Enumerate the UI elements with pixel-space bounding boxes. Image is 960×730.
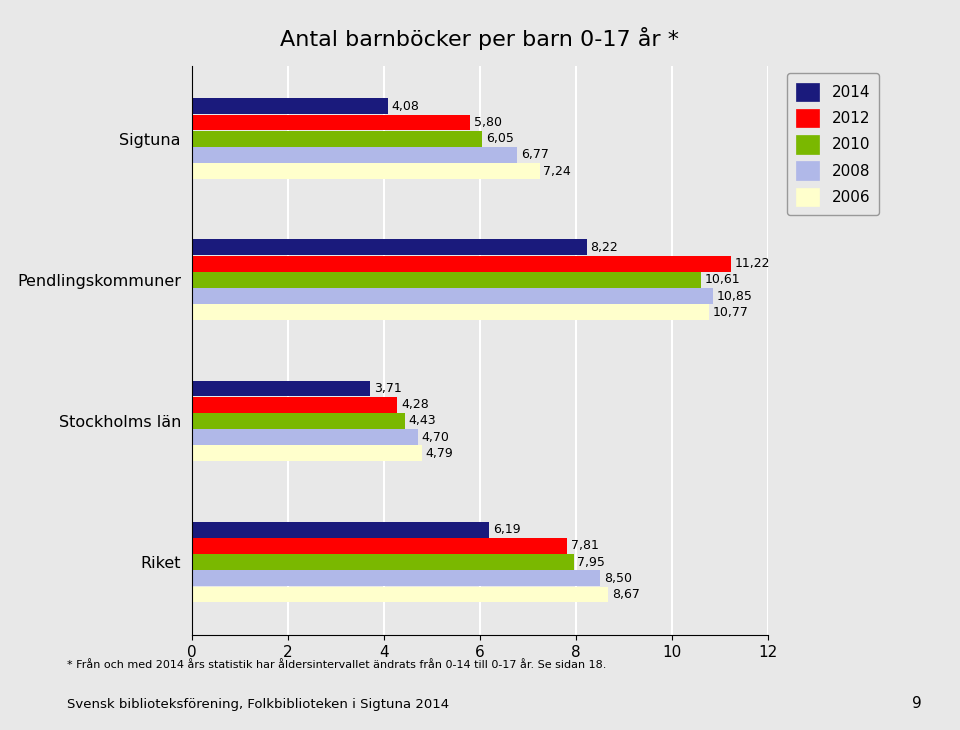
Text: 3,71: 3,71 bbox=[374, 382, 401, 395]
Text: 6,19: 6,19 bbox=[493, 523, 520, 536]
Bar bbox=[192, 397, 397, 412]
Text: 4,08: 4,08 bbox=[392, 100, 420, 112]
Text: 10,61: 10,61 bbox=[705, 273, 741, 286]
Text: 7,95: 7,95 bbox=[577, 556, 606, 569]
Bar bbox=[192, 255, 731, 272]
Bar bbox=[192, 99, 388, 114]
Bar bbox=[192, 239, 587, 255]
Bar bbox=[192, 413, 405, 429]
Text: 11,22: 11,22 bbox=[734, 257, 770, 270]
Bar bbox=[192, 554, 574, 570]
Text: 10,85: 10,85 bbox=[716, 290, 753, 302]
Text: 4,70: 4,70 bbox=[421, 431, 449, 444]
Bar bbox=[192, 115, 470, 131]
Text: 10,77: 10,77 bbox=[712, 306, 749, 319]
Legend: 2014, 2012, 2010, 2008, 2006: 2014, 2012, 2010, 2008, 2006 bbox=[787, 73, 879, 215]
Bar bbox=[192, 304, 708, 320]
Bar bbox=[192, 522, 489, 537]
Bar bbox=[192, 288, 712, 304]
Text: 4,28: 4,28 bbox=[401, 399, 429, 411]
Text: 4,43: 4,43 bbox=[409, 415, 436, 428]
Bar bbox=[192, 164, 540, 179]
Text: 8,50: 8,50 bbox=[604, 572, 632, 585]
Text: 8,22: 8,22 bbox=[590, 241, 618, 254]
Bar bbox=[192, 570, 600, 586]
Bar bbox=[192, 131, 482, 147]
Bar bbox=[192, 429, 418, 445]
Text: Svensk biblioteksförening, Folkbiblioteken i Sigtuna 2014: Svensk biblioteksförening, Folkbibliotek… bbox=[67, 698, 449, 711]
Text: 9: 9 bbox=[912, 696, 922, 711]
Bar bbox=[192, 445, 422, 461]
Bar bbox=[192, 380, 370, 396]
Bar bbox=[192, 538, 566, 554]
Bar bbox=[192, 587, 609, 602]
Text: 5,80: 5,80 bbox=[474, 116, 502, 129]
Text: * Från och med 2014 års statistik har åldersintervallet ändrats från 0-14 till 0: * Från och med 2014 års statistik har ål… bbox=[67, 660, 607, 670]
Text: 7,24: 7,24 bbox=[543, 165, 571, 177]
Text: 4,79: 4,79 bbox=[426, 447, 453, 460]
Title: Antal barnböcker per barn 0-17 år *: Antal barnböcker per barn 0-17 år * bbox=[280, 27, 680, 50]
Bar bbox=[192, 147, 516, 163]
Text: 8,67: 8,67 bbox=[612, 588, 640, 601]
Text: 6,05: 6,05 bbox=[486, 132, 515, 145]
Text: 7,81: 7,81 bbox=[570, 539, 599, 553]
Bar bbox=[192, 272, 701, 288]
Text: 6,77: 6,77 bbox=[520, 148, 549, 161]
